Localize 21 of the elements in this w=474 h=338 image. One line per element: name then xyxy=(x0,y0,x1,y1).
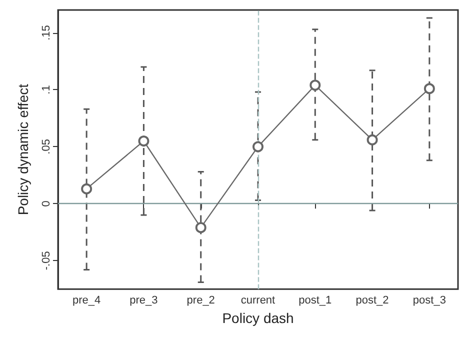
y-tick-label: 0 xyxy=(40,200,52,207)
point xyxy=(195,222,206,234)
y-tick-label: .1 xyxy=(40,85,52,94)
point xyxy=(252,141,264,152)
x-tick-label: post_2 xyxy=(356,294,389,307)
x-tick-label: pre_2 xyxy=(186,294,215,307)
x-tick-label: pre_3 xyxy=(130,294,158,307)
y-axis-title: Policy dynamic effect xyxy=(15,84,31,216)
point xyxy=(310,80,321,91)
y-tick-label: .15 xyxy=(40,25,52,40)
y-tick-label: .05 xyxy=(40,139,52,154)
y-tick-label: -.05 xyxy=(40,251,52,270)
x-tick-label: current xyxy=(240,294,276,307)
x-axis-title: Policy dash xyxy=(222,310,294,326)
x-tick-label: pre_4 xyxy=(72,294,101,307)
x-tick-label: post_1 xyxy=(298,294,332,307)
point xyxy=(424,83,435,94)
point xyxy=(138,136,150,147)
point xyxy=(366,134,378,146)
x-tick-label: post_3 xyxy=(412,294,446,307)
point xyxy=(81,183,92,194)
